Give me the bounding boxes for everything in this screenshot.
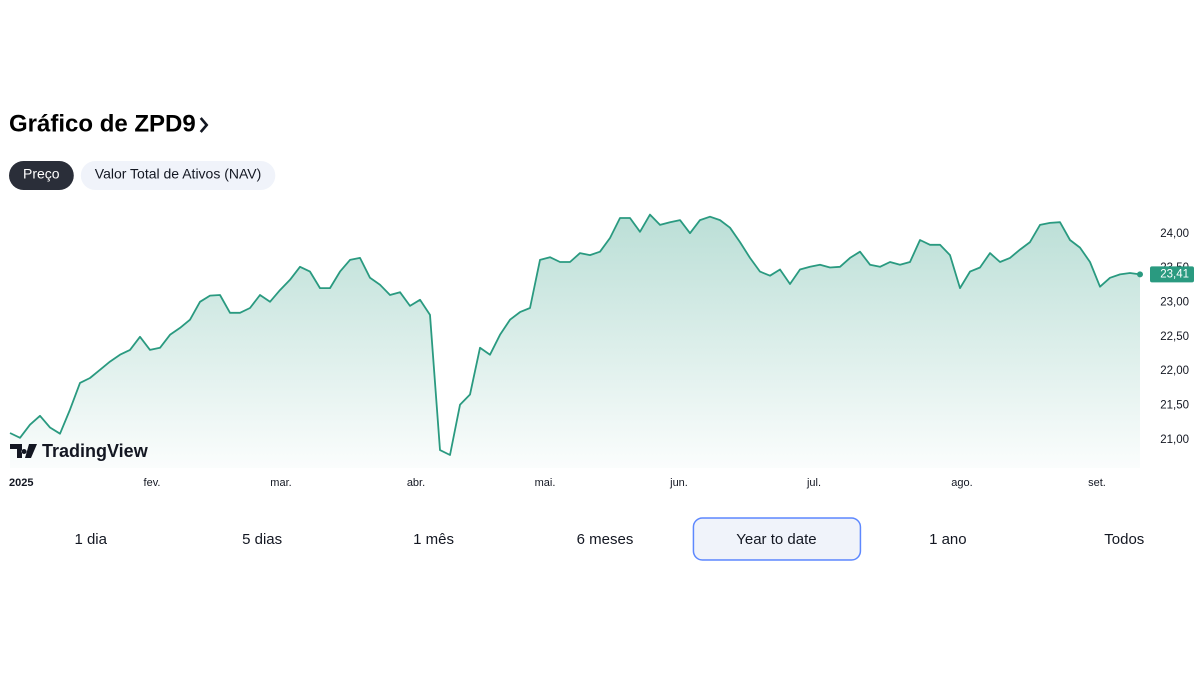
range-button-selected[interactable] (692, 517, 862, 561)
chevron-icon[interactable] (199, 117, 209, 133)
x-tick-label: 2025 (9, 477, 33, 489)
range-button[interactable]: 1 mês (413, 531, 454, 548)
x-tick-label: ago. (951, 477, 972, 489)
x-tick-label: jul. (806, 477, 821, 489)
tab[interactable] (80, 161, 276, 190)
range-button[interactable]: Year to date (736, 531, 816, 548)
range-button[interactable]: Todos (1104, 531, 1144, 548)
y-tick-label: 21,00 (1160, 434, 1189, 446)
x-tick-label: set. (1088, 477, 1106, 489)
y-tick-label: 22,50 (1160, 331, 1189, 343)
tab[interactable] (9, 161, 74, 190)
y-tick-label: 22,00 (1160, 365, 1189, 377)
range-button[interactable]: 1 ano (929, 531, 967, 548)
price-line (9, 213, 1141, 456)
x-tick-label: jun. (669, 477, 688, 489)
x-tick-label: abr. (407, 477, 425, 489)
x-tick-label: fev. (144, 477, 161, 489)
tradingview-logo: TradingView (10, 441, 149, 461)
range-button[interactable]: 5 dias (242, 531, 282, 548)
y-tick-label: 21,50 (1160, 400, 1189, 412)
price-tag-label: 23,41 (1160, 268, 1189, 280)
x-tick-label: mai. (535, 477, 556, 489)
range-button[interactable]: 1 dia (74, 531, 107, 548)
tab-label[interactable]: Valor Total de Ativos (NAV) (95, 166, 262, 182)
logo-icon (10, 444, 37, 458)
tab-label[interactable]: Preço (23, 166, 60, 182)
range-button[interactable]: 6 meses (577, 531, 634, 548)
x-tick-label: mar. (270, 477, 291, 489)
price-tag (1150, 266, 1194, 283)
watermark: TradingView (42, 441, 149, 461)
last-point (1137, 271, 1143, 278)
area-fill (10, 214, 1140, 468)
title[interactable]: Gráfico de ZPD9 (9, 110, 196, 137)
y-tick-label: 23,00 (1160, 297, 1189, 309)
y-tick-label: 24,00 (1160, 228, 1189, 240)
